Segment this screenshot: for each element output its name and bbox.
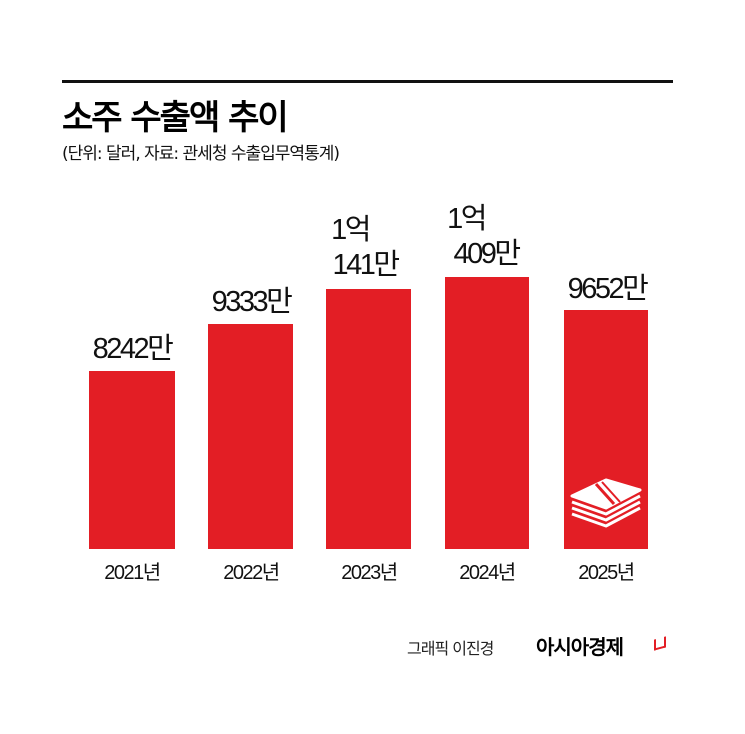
bar-2021 bbox=[89, 371, 175, 549]
value-label-2023-line1: 1억 bbox=[331, 214, 371, 246]
value-label-2022: 9333만 bbox=[211, 286, 293, 318]
chart-subtitle: (단위: 달러, 자료: 관세청 수출입무역통계) bbox=[62, 144, 340, 164]
chart-title: 소주 수출액 추이 bbox=[62, 98, 289, 138]
x-label-2025: 2025년 bbox=[578, 562, 635, 584]
money-stack-icon bbox=[570, 478, 642, 528]
value-label-2025: 9652만 bbox=[567, 273, 649, 305]
x-label-2022: 2022년 bbox=[223, 562, 280, 584]
value-label-2024-line2: 409만 bbox=[453, 238, 521, 270]
top-rule bbox=[62, 80, 673, 83]
bar-2024 bbox=[445, 277, 529, 549]
brand-logo: 아시아경제 bbox=[536, 635, 624, 659]
graphic-credit: 그래픽 이진경 bbox=[407, 639, 494, 658]
x-label-2021: 2021년 bbox=[104, 562, 161, 584]
x-label-2024: 2024년 bbox=[459, 562, 516, 584]
value-label-2023-line2: 141만 bbox=[332, 249, 400, 281]
x-label-2023: 2023년 bbox=[341, 562, 398, 584]
bar-2023 bbox=[326, 289, 411, 549]
value-label-2021: 8242만 bbox=[92, 333, 174, 365]
brand-mark-icon bbox=[654, 636, 666, 651]
bar-2022 bbox=[208, 324, 293, 549]
value-label-2024-line1: 1억 bbox=[447, 203, 487, 235]
